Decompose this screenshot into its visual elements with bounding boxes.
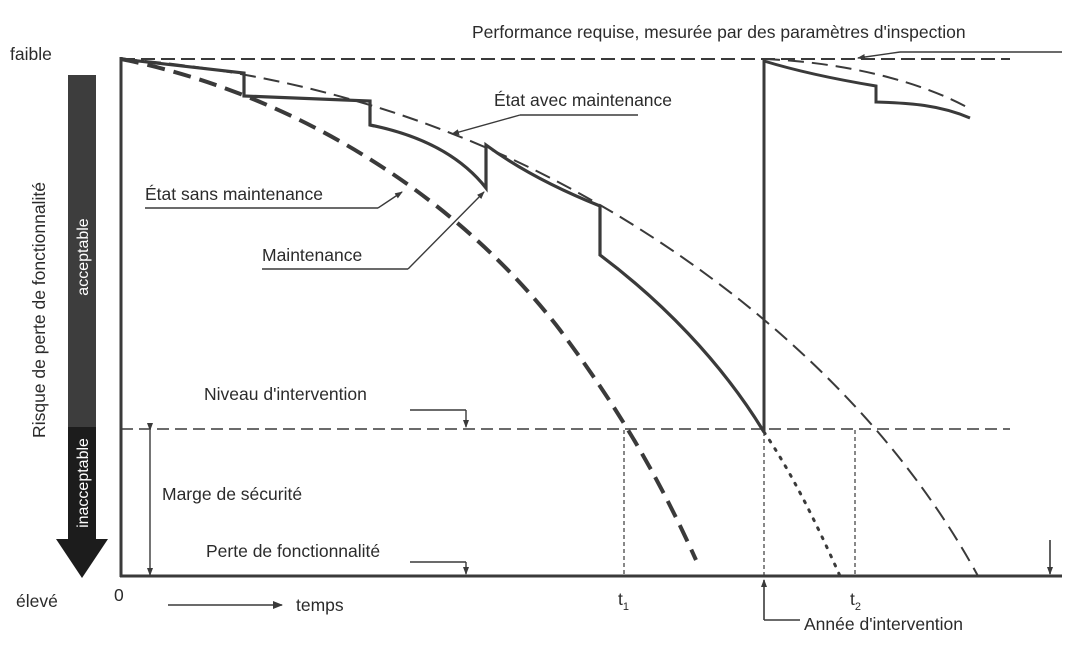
curve-after-intervention: [763, 59, 971, 120]
risk-bar: acceptable inacceptable: [56, 75, 108, 578]
safety-margin-label: Marge de sécurité: [162, 484, 302, 504]
risk-bar-acceptable-label: acceptable: [75, 218, 92, 295]
axis-bottom-label: élevé: [16, 591, 58, 611]
origin-label: 0: [114, 585, 124, 605]
risk-bar-inacceptable-segment: [68, 427, 96, 539]
intervention-year-label: Année d'intervention: [804, 614, 963, 634]
curve-maintenance-sawtooth: [120, 57, 766, 433]
axis-top-label: faible: [10, 44, 52, 64]
t1-label: t1: [618, 589, 629, 613]
curve-after-intervention-envelope: [763, 58, 973, 111]
t2-label: t2: [850, 589, 861, 613]
x-axis-title: temps: [296, 595, 344, 615]
loss-of-function-label: Perte de fonctionnalité: [206, 541, 380, 561]
intervention-level-label: Niveau d'intervention: [204, 384, 367, 404]
risk-bar-arrowhead: [56, 539, 108, 578]
curve-no-intervention-dotted: [762, 430, 842, 578]
required-performance-label: Performance requise, mesurée par des par…: [472, 22, 966, 42]
curve-without-maintenance: [120, 57, 698, 561]
risk-bar-acceptable-segment: [68, 75, 96, 427]
required-performance-pointer-tip: [857, 51, 901, 60]
maintenance-label: Maintenance: [262, 245, 362, 265]
with-maintenance-label: État avec maintenance: [494, 90, 672, 110]
maintenance-pointer-tip: [407, 191, 485, 270]
with-maintenance-pointer-tip: [451, 114, 521, 136]
without-maintenance-pointer-tip: [377, 191, 403, 209]
curve-with-maintenance: [120, 58, 979, 577]
risk-bar-inacceptable-label: inacceptable: [75, 438, 92, 528]
without-maintenance-label: État sans maintenance: [145, 184, 323, 204]
y-axis-title: Risque de perte de fonctionnalité: [29, 182, 49, 438]
